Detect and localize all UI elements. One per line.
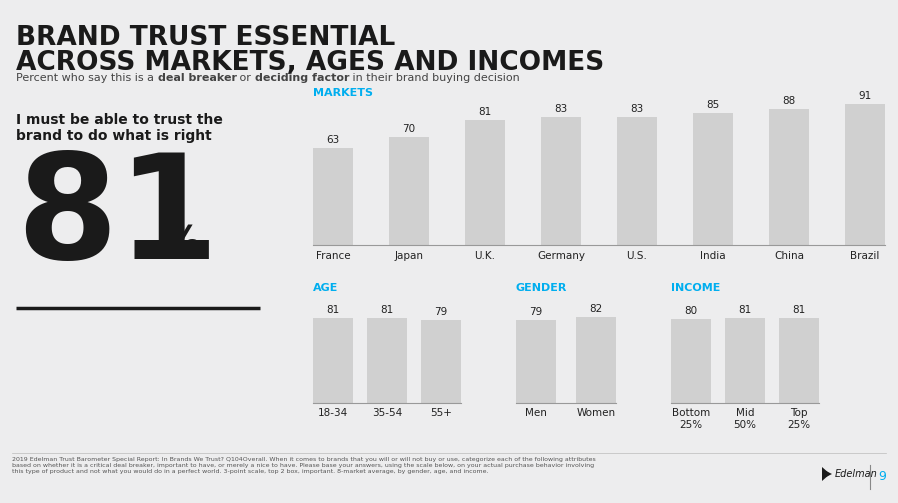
Text: deal breaker: deal breaker	[157, 73, 236, 83]
Text: 81: 81	[479, 107, 491, 117]
Text: 83: 83	[630, 104, 644, 114]
Text: AGE: AGE	[313, 283, 339, 293]
Text: brand to do what is right: brand to do what is right	[16, 129, 212, 143]
Text: Edelman: Edelman	[835, 469, 877, 479]
Text: Mid
50%: Mid 50%	[734, 408, 756, 430]
Text: 81: 81	[16, 148, 219, 289]
Polygon shape	[822, 467, 830, 481]
Text: 70: 70	[402, 124, 416, 134]
Polygon shape	[826, 471, 832, 477]
Text: MARKETS: MARKETS	[313, 88, 373, 98]
Text: or: or	[236, 73, 255, 83]
Text: Bottom
25%: Bottom 25%	[672, 408, 710, 430]
Text: Germany: Germany	[537, 251, 585, 261]
Text: 79: 79	[530, 307, 542, 317]
Bar	[541, 117, 581, 245]
Text: India: India	[700, 251, 726, 261]
Bar	[693, 114, 733, 245]
Text: 81: 81	[792, 305, 806, 315]
Bar	[671, 319, 711, 403]
Text: France: France	[316, 251, 350, 261]
Text: Top
25%: Top 25%	[788, 408, 811, 430]
Text: 82: 82	[589, 304, 603, 314]
Bar	[313, 318, 353, 403]
Text: Japan: Japan	[394, 251, 424, 261]
Text: China: China	[774, 251, 804, 261]
Text: 18-34: 18-34	[318, 408, 348, 418]
Text: 83: 83	[554, 104, 568, 114]
Bar	[725, 318, 765, 403]
Text: 63: 63	[326, 134, 339, 144]
Text: 9: 9	[878, 470, 886, 483]
Bar	[389, 137, 429, 245]
Text: Percent who say this is a: Percent who say this is a	[16, 73, 157, 83]
Text: 80: 80	[684, 306, 698, 316]
Text: %: %	[160, 223, 202, 265]
Text: 81: 81	[326, 305, 339, 315]
Text: 91: 91	[858, 91, 872, 101]
Text: U.K.: U.K.	[474, 251, 496, 261]
Bar	[465, 120, 505, 245]
Text: 81: 81	[381, 305, 393, 315]
Bar	[421, 320, 461, 403]
Bar	[313, 147, 353, 245]
Bar	[516, 320, 556, 403]
Text: I must be able to trust the: I must be able to trust the	[16, 113, 223, 127]
Text: 35-54: 35-54	[372, 408, 402, 418]
Text: deciding factor: deciding factor	[255, 73, 349, 83]
Text: INCOME: INCOME	[671, 283, 720, 293]
Text: ACROSS MARKETS, AGES AND INCOMES: ACROSS MARKETS, AGES AND INCOMES	[16, 50, 604, 76]
Bar	[617, 117, 657, 245]
Text: Men: Men	[525, 408, 547, 418]
Text: GENDER: GENDER	[516, 283, 568, 293]
Text: 79: 79	[435, 307, 447, 317]
Bar	[367, 318, 407, 403]
Bar	[769, 109, 809, 245]
Text: 55+: 55+	[430, 408, 452, 418]
Text: U.S.: U.S.	[627, 251, 647, 261]
Text: 88: 88	[782, 96, 796, 106]
Bar	[845, 104, 885, 245]
Bar	[576, 317, 616, 403]
Text: 2019 Edelman Trust Barometer Special Report: In Brands We Trust? Q104Overall. Wh: 2019 Edelman Trust Barometer Special Rep…	[12, 457, 595, 474]
Text: Brazil: Brazil	[850, 251, 880, 261]
Text: 81: 81	[738, 305, 752, 315]
Bar	[779, 318, 819, 403]
Text: in their brand buying decision: in their brand buying decision	[349, 73, 520, 83]
Text: Women: Women	[577, 408, 615, 418]
Text: 85: 85	[707, 101, 719, 111]
Text: BRAND TRUST ESSENTIAL: BRAND TRUST ESSENTIAL	[16, 25, 395, 51]
